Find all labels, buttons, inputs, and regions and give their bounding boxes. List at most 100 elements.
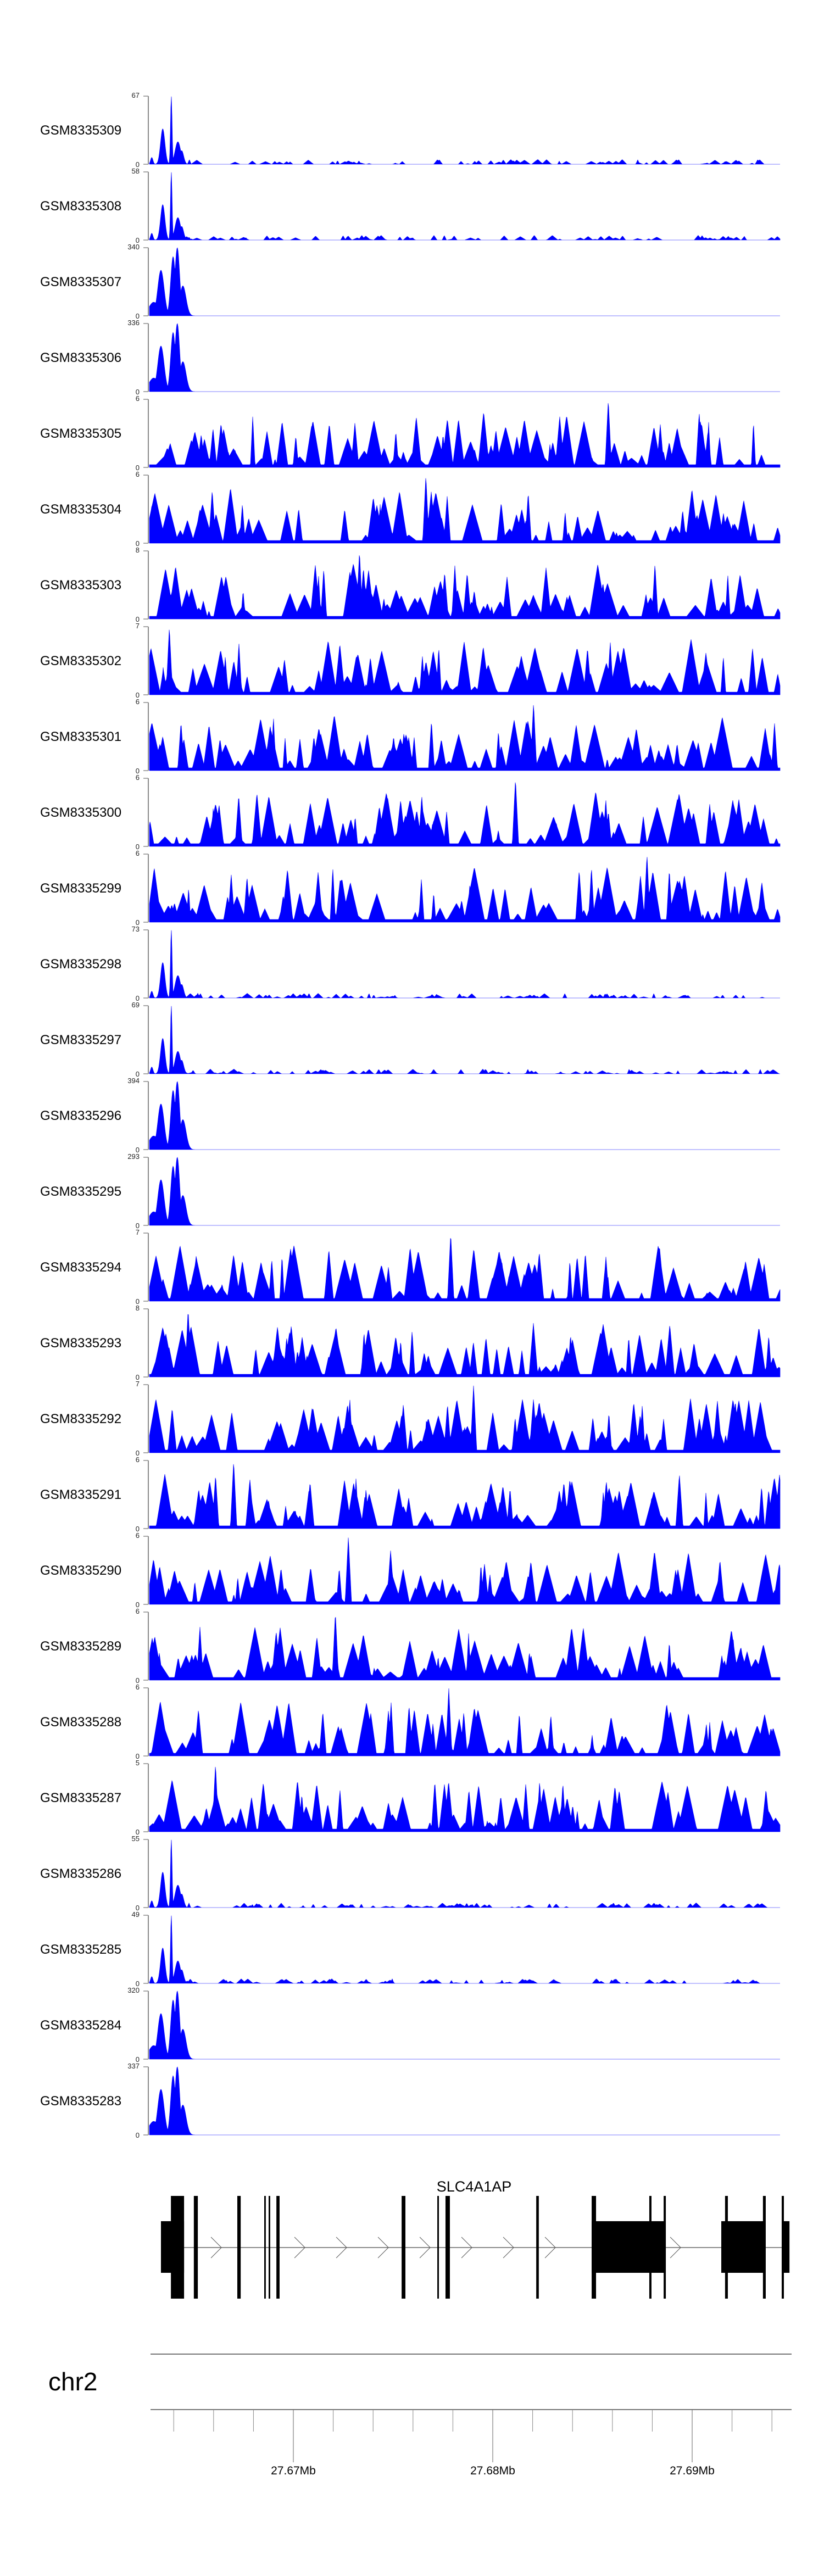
coverage-area — [149, 1314, 781, 1378]
exon — [445, 2196, 450, 2299]
strand-chevron-icon — [544, 2237, 556, 2259]
y-zero-label: 0 — [136, 539, 140, 548]
strand-chevron-icon — [503, 2237, 514, 2259]
track-GSM8335297: GSM8335297 69 0 — [40, 1001, 780, 1078]
track-label: GSM8335287 — [40, 1791, 121, 1805]
y-zero-label: 0 — [136, 1297, 140, 1306]
strand-chevron-icon — [336, 2237, 347, 2259]
y-max-label: 69 — [132, 1001, 140, 1009]
track-label: GSM8335306 — [40, 350, 121, 365]
coverage-area — [149, 930, 780, 999]
track-GSM8335301: GSM8335301 6 0 — [40, 698, 781, 775]
exon — [592, 2196, 597, 2299]
track-label: GSM8335292 — [40, 1412, 121, 1426]
exon — [276, 2196, 280, 2299]
track-GSM8335298: GSM8335298 73 0 — [40, 925, 780, 1002]
track-GSM8335294: GSM8335294 7 0 — [40, 1228, 781, 1306]
track-label: GSM8335305 — [40, 426, 121, 441]
y-zero-label: 0 — [136, 843, 140, 851]
track-label: GSM8335307 — [40, 275, 121, 289]
y-zero-label: 0 — [136, 1601, 140, 1609]
y-max-label: 337 — [127, 2062, 140, 2070]
y-zero-label: 0 — [136, 767, 140, 775]
track-label: GSM8335291 — [40, 1487, 121, 1502]
track-GSM8335300: GSM8335300 6 0 — [40, 773, 781, 851]
coverage-area — [149, 96, 780, 165]
y-max-label: 320 — [127, 1986, 140, 1994]
exon — [402, 2196, 406, 2299]
y-max-label: 7 — [136, 622, 140, 630]
y-zero-label: 0 — [136, 1828, 140, 1836]
exon — [171, 2196, 185, 2299]
coverage-area — [149, 1237, 781, 1302]
gene-track: SLC4A1AP — [160, 2178, 790, 2299]
track-GSM8335284: GSM8335284 320 0 — [40, 1986, 780, 2064]
coverage-area — [149, 2066, 780, 2135]
y-zero-label: 0 — [136, 160, 140, 169]
track-GSM8335306: GSM8335306 336 0 — [40, 319, 780, 396]
strand-chevron-icon — [419, 2237, 431, 2259]
track-label: GSM8335298 — [40, 957, 121, 972]
tick-label: 27.67Mb — [271, 2465, 316, 2477]
y-max-label: 49 — [132, 1910, 140, 1919]
track-GSM8335289: GSM8335289 6 0 — [40, 1607, 781, 1685]
y-max-label: 8 — [136, 546, 140, 554]
y-max-label: 67 — [132, 91, 140, 99]
y-max-label: 6 — [136, 773, 140, 782]
y-zero-label: 0 — [136, 2055, 140, 2064]
strand-chevron-icon — [377, 2237, 389, 2259]
exon — [725, 2196, 728, 2299]
coverage-area — [149, 705, 781, 771]
exon — [762, 2196, 766, 2299]
genome-axis: 27.67Mb 27.68Mb 27.69Mb — [151, 2409, 792, 2477]
coverage-area — [149, 1766, 781, 1832]
track-label: GSM8335284 — [40, 2018, 121, 2033]
y-max-label: 7 — [136, 1228, 140, 1236]
track-label: GSM8335308 — [40, 199, 121, 214]
y-max-label: 8 — [136, 1304, 140, 1312]
y-max-label: 6 — [136, 698, 140, 706]
gene-label: SLC4A1AP — [437, 2178, 512, 2195]
exon — [264, 2196, 266, 2299]
track-label: GSM8335296 — [40, 1108, 121, 1123]
strand-chevron-icon — [461, 2237, 472, 2259]
y-max-label: 6 — [136, 394, 140, 403]
y-max-label: 293 — [127, 1152, 140, 1161]
y-max-label: 5 — [136, 1759, 140, 1767]
coverage-area — [149, 1839, 780, 1908]
y-zero-label: 0 — [136, 464, 140, 472]
y-max-label: 340 — [127, 243, 140, 251]
y-zero-label: 0 — [136, 1904, 140, 1912]
y-max-label: 394 — [127, 1077, 140, 1085]
coverage-area — [149, 1915, 780, 1984]
track-label: GSM8335309 — [40, 123, 121, 138]
coverage-area — [149, 1990, 780, 2060]
y-max-label: 336 — [127, 319, 140, 327]
exon — [268, 2196, 270, 2299]
coverage-area — [149, 247, 780, 316]
y-zero-label: 0 — [136, 1752, 140, 1760]
track-GSM8335308: GSM8335308 58 0 — [40, 167, 781, 244]
y-zero-label: 0 — [136, 388, 140, 396]
utr-block — [721, 2221, 765, 2273]
track-GSM8335286: GSM8335286 55 0 — [40, 1835, 780, 1912]
y-max-label: 6 — [136, 1531, 140, 1540]
track-GSM8335299: GSM8335299 6 0 — [40, 849, 781, 927]
track-label: GSM8335299 — [40, 881, 121, 896]
chromosome-track: chr2 — [48, 2354, 792, 2396]
y-zero-label: 0 — [136, 1222, 140, 1230]
y-zero-label: 0 — [136, 1373, 140, 1381]
coverage-area — [149, 1464, 781, 1529]
track-label: GSM8335297 — [40, 1033, 121, 1047]
coverage-area — [149, 1081, 780, 1150]
track-label: GSM8335294 — [40, 1260, 121, 1275]
track-GSM8335296: GSM8335296 394 0 — [40, 1077, 780, 1154]
track-label: GSM8335289 — [40, 1639, 121, 1654]
exon — [237, 2196, 241, 2299]
exon — [781, 2196, 784, 2299]
tick-label: 27.68Mb — [470, 2465, 515, 2477]
utr-block — [592, 2221, 665, 2273]
coverage-area — [149, 1385, 781, 1453]
track-GSM8335285: GSM8335285 49 0 — [40, 1910, 780, 1988]
